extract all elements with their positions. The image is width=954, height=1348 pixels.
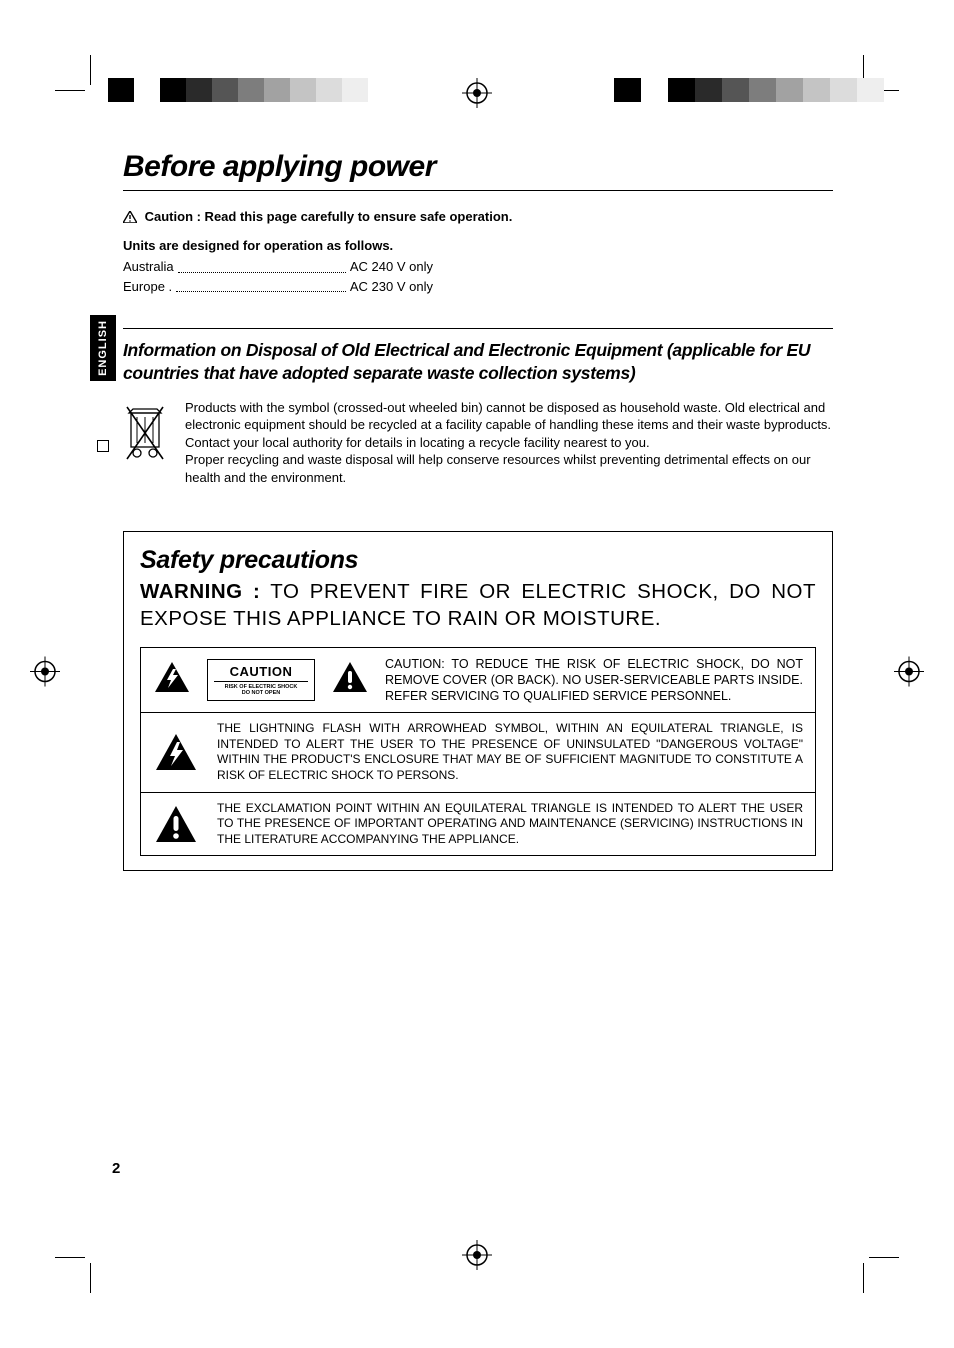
language-tab-label: ENGLISH xyxy=(97,320,109,376)
lightning-triangle-icon xyxy=(153,732,199,772)
registration-mark-bottom xyxy=(462,1240,492,1270)
crop-mark xyxy=(90,55,91,85)
exclaim-row: THE EXCLAMATION POINT WITHIN AN EQUILATE… xyxy=(140,793,816,857)
page-title: Before applying power xyxy=(123,150,833,191)
exclaim-triangle-icon xyxy=(153,804,199,844)
page-number: 2 xyxy=(112,1160,120,1177)
safety-heading: Safety precautions xyxy=(140,546,816,575)
language-marker xyxy=(97,440,109,452)
safety-box: Safety precautions WARNING : TO PREVENT … xyxy=(123,531,833,871)
units-row: Australia AC 240 V only xyxy=(123,257,433,277)
units-label: Units are designed for operation as foll… xyxy=(123,238,833,253)
crossed-bin-icon xyxy=(123,399,173,487)
crop-mark xyxy=(55,90,85,91)
units-spec: AC 230 V only xyxy=(350,277,433,297)
caution-panel-text: CAUTION: TO REDUCE THE RISK OF ELECTRIC … xyxy=(385,656,803,705)
dotted-fill xyxy=(176,277,346,293)
crop-mark xyxy=(869,1257,899,1258)
units-region: Australia xyxy=(123,257,174,277)
units-spec: AC 240 V only xyxy=(350,257,433,277)
lightning-row: THE LIGHTNING FLASH WITH ARROWHEAD SYMBO… xyxy=(140,713,816,792)
units-row: Europe . AC 230 V only xyxy=(123,277,433,297)
exclaim-triangle-icon xyxy=(331,660,369,699)
registration-mark-right xyxy=(894,657,924,692)
registration-mark-top xyxy=(462,78,492,108)
caution-panel: CAUTION RISK OF ELECTRIC SHOCK DO NOT OP… xyxy=(140,647,816,714)
lightning-triangle-icon xyxy=(153,660,191,699)
exclaim-text: THE EXCLAMATION POINT WITHIN AN EQUILATE… xyxy=(217,801,803,848)
calibration-bar-right xyxy=(614,78,884,102)
units-region: Europe . xyxy=(123,277,172,297)
crop-mark xyxy=(863,1263,864,1293)
page-content: Before applying power Caution : Read thi… xyxy=(123,150,833,871)
disposal-body: Products with the symbol (crossed-out wh… xyxy=(123,399,833,487)
caution-line: Caution : Read this page carefully to en… xyxy=(123,209,833,224)
crop-mark xyxy=(90,1263,91,1293)
crop-mark xyxy=(55,1257,85,1258)
calibration-bar-left xyxy=(108,78,368,102)
caution-text: Caution : Read this page carefully to en… xyxy=(145,209,513,224)
warning-bold: WARNING : xyxy=(140,580,260,603)
warning-triangle-icon xyxy=(123,211,137,223)
caution-plate: CAUTION RISK OF ELECTRIC SHOCK DO NOT OP… xyxy=(207,659,315,701)
lightning-text: THE LIGHTNING FLASH WITH ARROWHEAD SYMBO… xyxy=(217,721,803,783)
warning-line: WARNING : TO PREVENT FIRE OR ELECTRIC SH… xyxy=(140,579,816,632)
language-tab: ENGLISH xyxy=(90,315,116,381)
dotted-fill xyxy=(178,257,346,273)
registration-mark-left xyxy=(30,657,60,692)
disposal-heading: Information on Disposal of Old Electrica… xyxy=(123,328,833,385)
caution-plate-top: CAUTION xyxy=(214,664,308,682)
disposal-text: Products with the symbol (crossed-out wh… xyxy=(185,399,833,487)
caution-plate-mid: RISK OF ELECTRIC SHOCK DO NOT OPEN xyxy=(214,684,308,697)
